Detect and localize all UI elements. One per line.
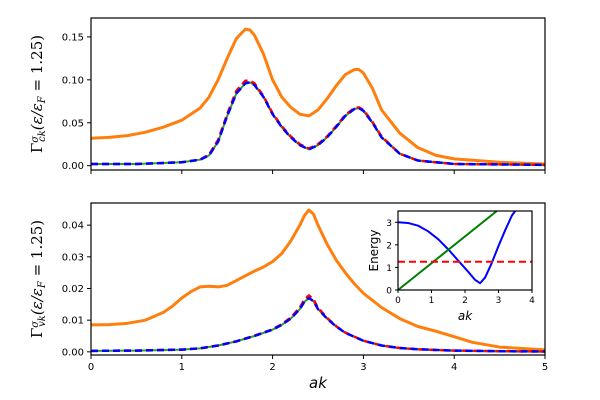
y-tick-label: 0.04 [62,221,84,232]
y-axis-label-part: σ [30,320,41,328]
series-line-3 [91,81,545,167]
y-axis-label-part: Γ [28,328,46,338]
y-axis-label-part: = 1.25) [28,35,46,96]
y-axis-label-part: (ε/ε [28,103,46,130]
y-tick-label: 0.00 [62,347,84,358]
x-tick-label: 2 [462,296,468,306]
inset-x-axis-label: ak [458,309,473,323]
axes-frame [90,202,546,356]
series-line-0 [91,27,545,166]
y-axis-label-part: vk [37,315,48,327]
inset-y-axis-label: Energy [367,229,381,271]
series-group [91,208,545,353]
series-line-3 [91,296,545,353]
y-tick-label: 0.03 [62,252,84,263]
y-tick-label: 0.01 [62,316,84,327]
bottom-panel: 0 1 2 3 4 5 0.00 0.01 0.02 0.03 0.04 Γσvk(ε/εF = 1.… [28,202,548,392]
series-line-0 [91,208,545,352]
y-tick-label: 0.02 [62,284,84,295]
y-axis-label: Γσvk(ε/εF = 1.25) [28,220,48,338]
y-tick-label: 0.15 [62,32,84,43]
series-line-1 [398,211,498,290]
y-axis-label-part: F [37,280,48,289]
y-axis-label-part: σ [30,135,41,143]
x-tick-label: 4 [529,296,535,306]
x-tick-label: 0 [88,362,94,373]
y-tick-label: 0 [386,287,392,297]
y-tick-label: 1 [386,264,392,274]
plot-background [398,211,532,290]
y-tick-label: 2 [386,241,392,251]
y-tick-label: 0.00 [62,161,84,172]
y-tick-label: 0.05 [62,118,84,129]
top-panel: 0.00 0.05 0.10 0.15 Γσck(ε/εF = 1.25) [28,17,546,174]
y-axis-label-part: (ε/ε [28,288,46,315]
x-axis-label: ak [309,374,328,392]
x-tick-label: 3 [360,362,366,373]
series-line-0 [398,211,517,285]
series-group [398,211,532,290]
y-tick-label: 3 [386,219,392,229]
series-group [91,27,545,167]
x-tick-label: 5 [542,362,548,373]
x-tick-label: 0 [395,296,401,306]
y-axis-label-part: = 1.25) [28,220,46,281]
x-tick-label: 4 [451,362,457,373]
y-axis-label: Γσck(ε/εF = 1.25) [28,35,48,153]
y-axis-label-part: ck [37,130,48,142]
x-tick-label: 3 [496,296,502,306]
x-tick-label: 1 [429,296,435,306]
series-line-2 [91,79,545,167]
x-tick-label: 2 [269,362,275,373]
series-line-1 [91,81,545,166]
y-tick-label: 0.10 [62,75,84,86]
inset-panel: 0 1 2 3 4 0 1 2 3 ak Energy [367,210,535,323]
x-tick-label: 1 [179,362,185,373]
y-axis-label-part: F [37,95,48,104]
y-axis-label-part: Γ [28,143,46,153]
axes-frame [90,17,546,171]
